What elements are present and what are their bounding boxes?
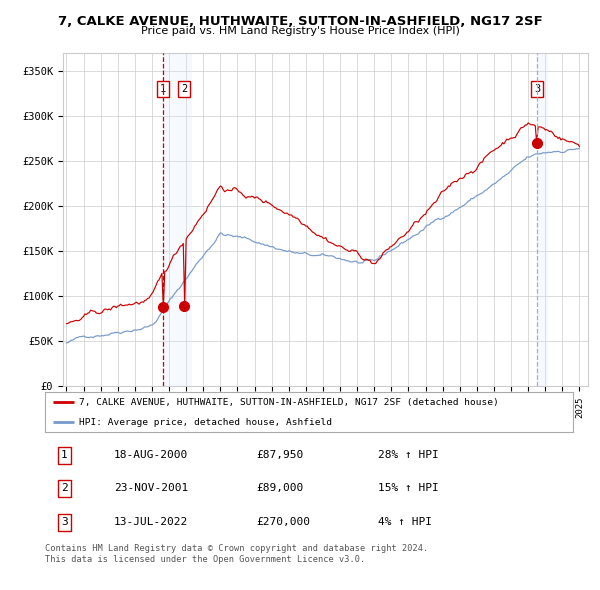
Text: 3: 3 (534, 84, 541, 94)
Text: This data is licensed under the Open Government Licence v3.0.: This data is licensed under the Open Gov… (45, 555, 365, 563)
Text: Contains HM Land Registry data © Crown copyright and database right 2024.: Contains HM Land Registry data © Crown c… (45, 544, 428, 553)
Text: Price paid vs. HM Land Registry's House Price Index (HPI): Price paid vs. HM Land Registry's House … (140, 26, 460, 36)
Text: 2: 2 (61, 483, 68, 493)
Text: 1: 1 (160, 84, 166, 94)
Bar (537, 53, 547, 386)
Text: £270,000: £270,000 (256, 517, 310, 527)
Text: 1: 1 (61, 450, 68, 460)
Text: 15% ↑ HPI: 15% ↑ HPI (377, 483, 439, 493)
Text: 2: 2 (181, 84, 188, 94)
Text: £89,000: £89,000 (256, 483, 304, 493)
Text: 18-AUG-2000: 18-AUG-2000 (113, 450, 188, 460)
Bar (163, 53, 191, 386)
Text: £87,950: £87,950 (256, 450, 304, 460)
Text: 23-NOV-2001: 23-NOV-2001 (113, 483, 188, 493)
Text: 3: 3 (61, 517, 68, 527)
Text: 7, CALKE AVENUE, HUTHWAITE, SUTTON-IN-ASHFIELD, NG17 2SF (detached house): 7, CALKE AVENUE, HUTHWAITE, SUTTON-IN-AS… (79, 398, 499, 407)
Text: 28% ↑ HPI: 28% ↑ HPI (377, 450, 439, 460)
Text: 13-JUL-2022: 13-JUL-2022 (113, 517, 188, 527)
Text: 7, CALKE AVENUE, HUTHWAITE, SUTTON-IN-ASHFIELD, NG17 2SF: 7, CALKE AVENUE, HUTHWAITE, SUTTON-IN-AS… (58, 15, 542, 28)
Text: 4% ↑ HPI: 4% ↑ HPI (377, 517, 431, 527)
Text: HPI: Average price, detached house, Ashfield: HPI: Average price, detached house, Ashf… (79, 418, 332, 427)
